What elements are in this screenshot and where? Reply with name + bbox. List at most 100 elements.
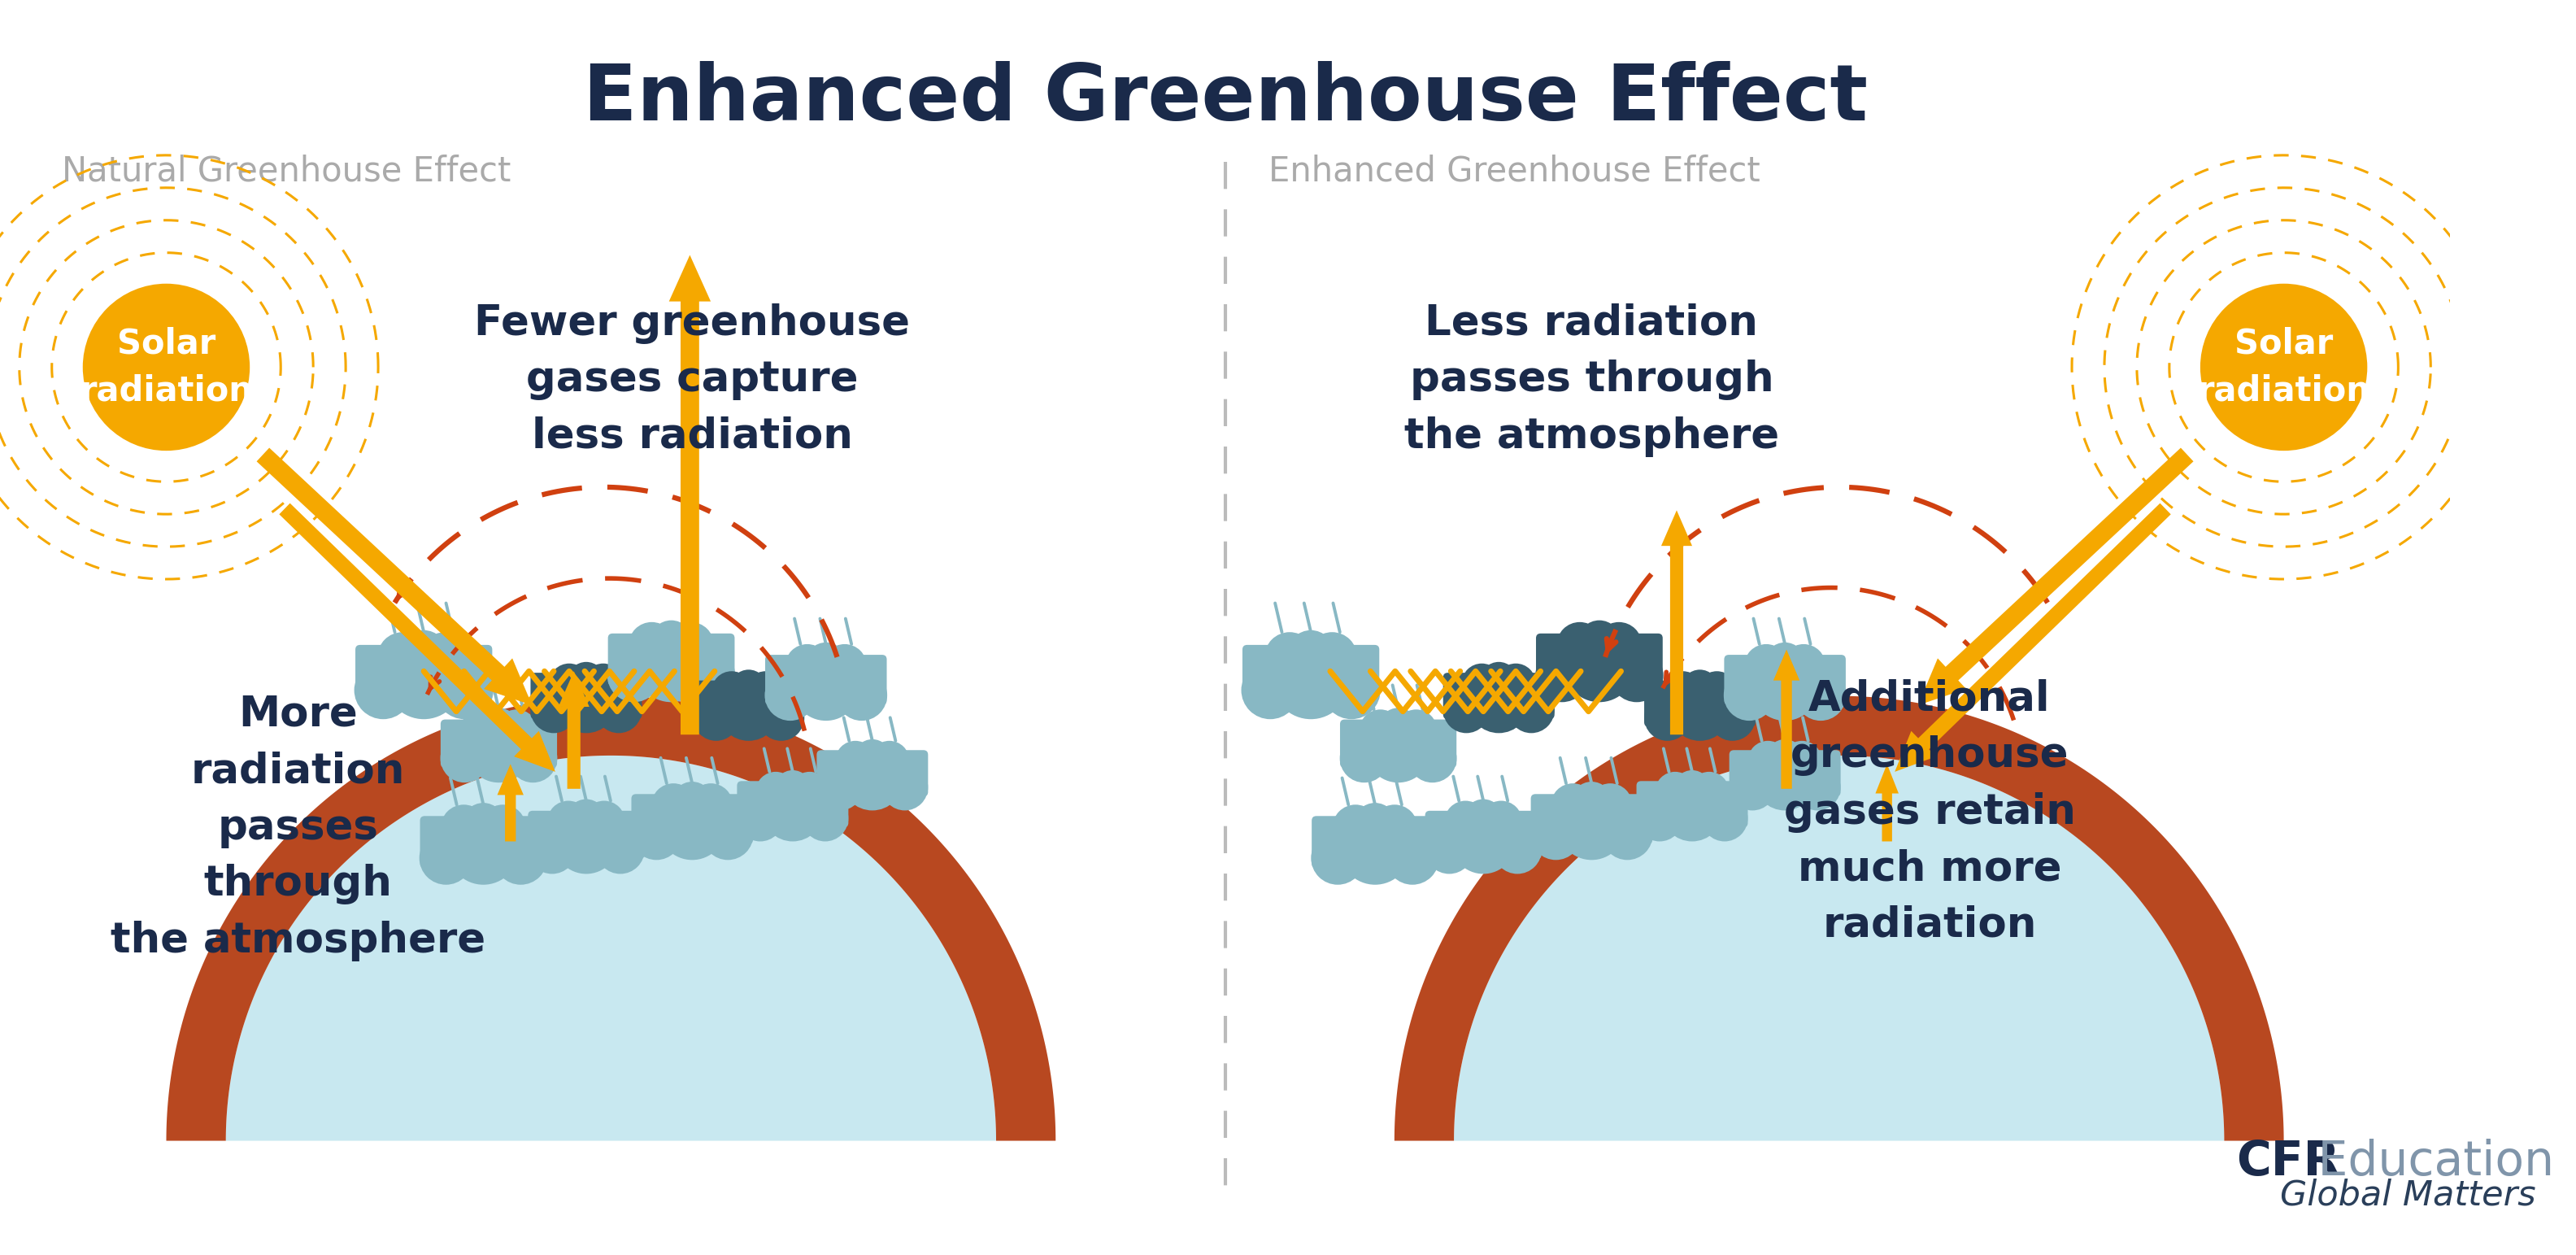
Polygon shape [1919,448,2192,705]
Circle shape [1558,792,1625,860]
Circle shape [1728,764,1775,811]
Circle shape [757,694,804,740]
Circle shape [440,734,489,783]
FancyBboxPatch shape [1723,655,1847,705]
Circle shape [595,686,641,733]
Circle shape [657,792,726,860]
Circle shape [1481,801,1522,843]
Circle shape [1783,644,1826,689]
Circle shape [1425,825,1473,873]
Circle shape [667,622,714,669]
Text: Solar
radiation: Solar radiation [2197,326,2370,408]
Circle shape [1662,779,1723,841]
Circle shape [1708,694,1757,740]
Circle shape [420,633,471,683]
Circle shape [737,794,783,841]
Circle shape [1378,708,1417,747]
Polygon shape [1662,511,1692,734]
Circle shape [495,709,538,752]
Polygon shape [559,671,590,789]
Circle shape [582,801,626,843]
Circle shape [1556,622,1602,669]
Circle shape [801,794,848,841]
Circle shape [1265,633,1314,683]
Circle shape [1409,734,1455,783]
Circle shape [1765,643,1806,683]
FancyBboxPatch shape [1242,645,1378,700]
Circle shape [567,661,605,699]
Circle shape [631,809,683,860]
Circle shape [1311,831,1365,885]
Circle shape [531,686,577,733]
Circle shape [1795,670,1847,720]
Text: Less radiation
passes through
the atmosphere: Less radiation passes through the atmosp… [1404,302,1780,457]
Circle shape [1602,809,1654,860]
Circle shape [1698,671,1736,712]
Circle shape [672,782,714,822]
FancyBboxPatch shape [440,719,556,768]
Circle shape [1579,620,1620,663]
Circle shape [1306,633,1358,683]
Polygon shape [278,503,556,772]
FancyBboxPatch shape [693,680,804,727]
Circle shape [703,809,752,860]
Circle shape [461,803,505,846]
Circle shape [595,825,644,873]
Circle shape [649,620,693,663]
Circle shape [755,772,796,812]
Circle shape [1360,709,1401,752]
Circle shape [549,664,590,704]
Circle shape [435,661,495,719]
Circle shape [1682,670,1718,707]
Circle shape [1445,801,1486,843]
Circle shape [744,671,786,712]
Circle shape [1355,803,1396,846]
FancyBboxPatch shape [1425,811,1540,858]
Circle shape [1564,631,1636,702]
FancyBboxPatch shape [1643,680,1757,727]
Circle shape [1752,653,1819,720]
Circle shape [1321,661,1381,719]
Circle shape [822,644,866,689]
FancyBboxPatch shape [420,816,546,868]
Circle shape [479,708,518,747]
Circle shape [835,740,876,781]
Circle shape [1443,686,1489,733]
Circle shape [688,783,734,827]
Circle shape [1461,664,1502,704]
Circle shape [729,670,768,707]
Circle shape [775,771,811,807]
Polygon shape [1394,697,2285,1141]
FancyBboxPatch shape [355,645,492,700]
FancyBboxPatch shape [528,811,644,858]
Circle shape [1340,813,1412,885]
Circle shape [1332,804,1378,851]
Circle shape [1589,783,1633,827]
Circle shape [1463,799,1502,838]
Circle shape [355,661,412,719]
Circle shape [440,804,487,851]
Circle shape [1551,783,1595,827]
Circle shape [1783,740,1821,781]
FancyBboxPatch shape [1636,781,1749,827]
Circle shape [1481,661,1517,699]
Circle shape [1396,709,1437,752]
Circle shape [853,739,891,777]
Text: Solar
radiation: Solar radiation [80,326,252,408]
Circle shape [528,825,577,873]
FancyBboxPatch shape [1535,634,1662,685]
Circle shape [479,804,526,851]
Text: Enhanced Greenhouse Effect: Enhanced Greenhouse Effect [1267,154,1759,188]
Circle shape [1723,670,1775,720]
Circle shape [82,284,250,451]
Circle shape [1674,771,1710,807]
Circle shape [1450,809,1515,873]
Circle shape [765,670,817,720]
Text: CFR: CFR [2236,1138,2342,1185]
Text: Education: Education [2303,1138,2555,1185]
Text: Enhanced Greenhouse Effect: Enhanced Greenhouse Effect [582,61,1868,137]
Circle shape [1700,794,1749,841]
Polygon shape [227,756,997,1141]
Circle shape [762,779,824,841]
Circle shape [791,653,860,720]
